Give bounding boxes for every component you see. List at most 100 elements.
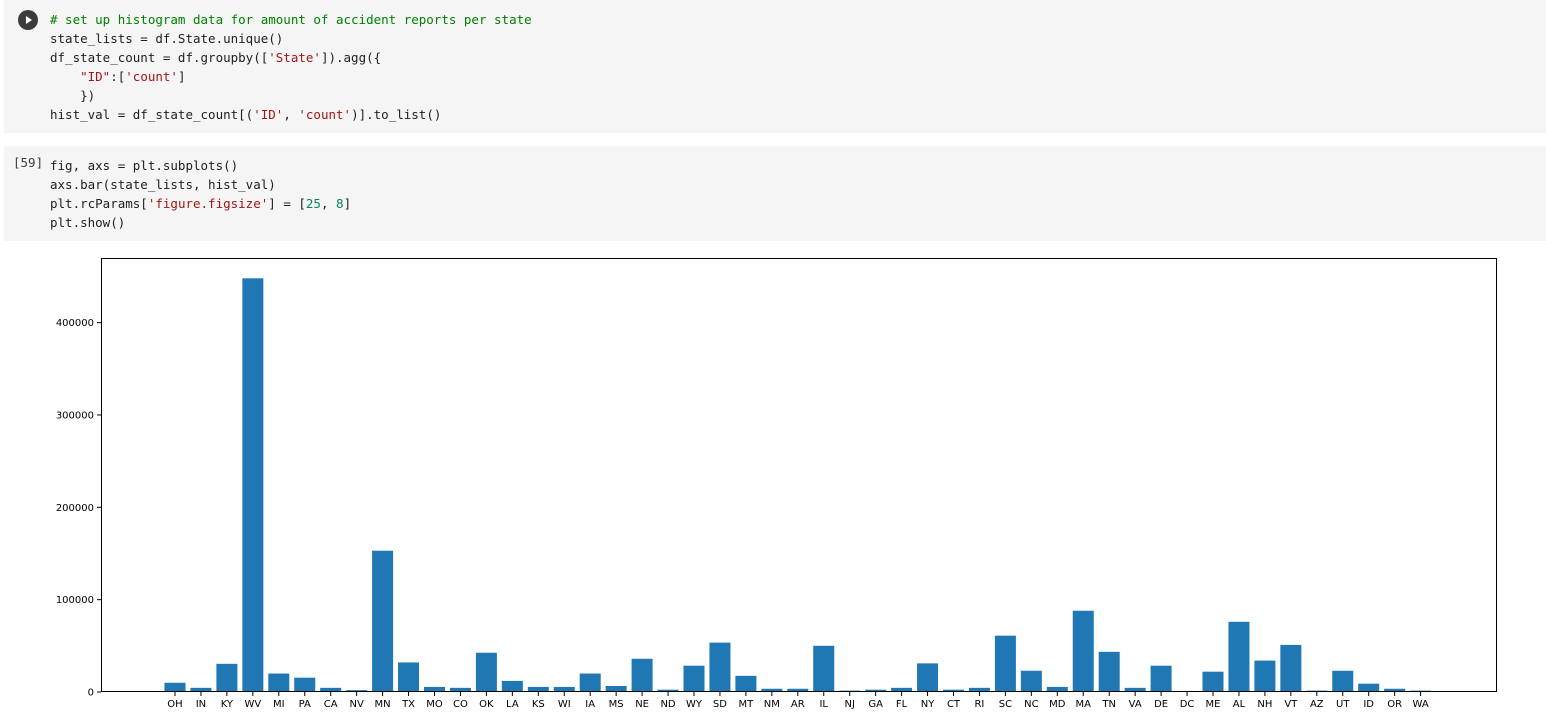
code-token: 'figure.figsize': [147, 196, 269, 211]
x-tick-label: LA: [506, 699, 519, 710]
bar-ut: [1332, 670, 1354, 692]
code-token: }): [50, 88, 96, 103]
cell-output: 0 100000 200000 300000 400000 OH IN KY WV MI PA CA…: [0, 246, 1546, 721]
code-line: plt.rcParams['figure.figsize'] = [25, 8]: [50, 194, 351, 213]
bar-de: [1150, 665, 1172, 692]
x-tick-label: VT: [1284, 699, 1298, 710]
x-tick-label: SD: [713, 699, 727, 710]
bar-al: [1228, 621, 1250, 692]
bar-sc: [994, 635, 1016, 692]
code-line: axs.bar(state_lists, hist_val): [50, 175, 351, 194]
x-tick-label: CO: [453, 699, 468, 710]
x-tick-label: IA: [585, 699, 595, 710]
y-tick-label: 0: [88, 688, 94, 699]
x-tick-label: MS: [609, 699, 624, 710]
code-token: ,: [283, 107, 299, 122]
bar-ma: [1072, 610, 1094, 692]
x-tick-label: WA: [1413, 699, 1429, 710]
bar-ri: [968, 687, 990, 692]
bar-ok: [475, 652, 497, 692]
y-tick-label: 300000: [56, 410, 94, 421]
x-tick-label: NH: [1257, 699, 1272, 710]
bar-mt: [735, 675, 757, 692]
bar-il: [813, 645, 835, 692]
bar-pa: [294, 677, 316, 692]
bar-ar: [787, 688, 809, 692]
code-line: fig, axs = plt.subplots(): [50, 156, 351, 175]
code-editor[interactable]: fig, axs = plt.subplots() axs.bar(state_l…: [50, 156, 351, 232]
bar-ms: [605, 685, 627, 692]
y-tick-label: 400000: [56, 318, 94, 329]
x-tick-label: AL: [1233, 699, 1246, 710]
x-tick-label: OH: [167, 699, 182, 710]
code-line: plt.show(): [50, 213, 351, 232]
x-tick-label: MA: [1076, 699, 1092, 710]
code-token: )].to_list(): [351, 107, 442, 122]
x-tick-label: NV: [349, 699, 363, 710]
bar-ne: [631, 658, 653, 692]
x-tick-label: MI: [273, 699, 285, 710]
code-cell-histogram-setup[interactable]: # set up histogram data for amount of ac…: [4, 0, 1546, 133]
y-tick-label: 100000: [56, 595, 94, 606]
bar-tx: [398, 662, 420, 692]
x-tick-label: GA: [868, 699, 883, 710]
code-token: 25: [305, 196, 321, 211]
x-tick-label: CT: [947, 699, 961, 710]
bar-id: [1358, 683, 1380, 692]
x-tick-label: NY: [921, 699, 935, 710]
bar-vt: [1280, 644, 1302, 692]
x-tick-label: UT: [1336, 699, 1350, 710]
x-tick-label: NM: [764, 699, 780, 710]
code-token: "ID": [80, 69, 111, 84]
code-token: [50, 69, 80, 84]
x-tick-label: ME: [1206, 699, 1221, 710]
code-line: }): [50, 86, 532, 105]
x-tick-label: TX: [401, 699, 415, 710]
y-tick-label: 200000: [56, 503, 94, 514]
x-tick-label: SC: [999, 699, 1012, 710]
code-token: :[: [110, 69, 126, 84]
code-token: ]: [177, 69, 186, 84]
code-token: 'count': [298, 107, 352, 122]
x-tick-label: NJ: [844, 699, 854, 710]
x-tick-label: WI: [558, 699, 571, 710]
x-tick-label: NC: [1024, 699, 1038, 710]
y-axis: 0 100000 200000 300000 400000: [56, 318, 101, 699]
code-token: ,: [320, 196, 337, 211]
code-cell-plot[interactable]: [59] fig, axs = plt.subplots() axs.bar(st…: [4, 146, 1546, 241]
bar-fl: [891, 687, 913, 692]
x-tick-label: IL: [819, 699, 828, 710]
code-token: 'State': [268, 50, 321, 65]
code-token: 8: [336, 196, 344, 211]
x-tick-label: NE: [635, 699, 649, 710]
code-token: state_lists = df.State.unique(): [50, 31, 284, 46]
x-tick-label: KY: [221, 699, 234, 710]
bar-nh: [1254, 660, 1276, 692]
code-editor[interactable]: # set up histogram data for amount of ac…: [50, 10, 532, 124]
code-token: # set up histogram data for amount of ac…: [50, 12, 532, 27]
x-tick-label: CA: [324, 699, 338, 710]
bar-mo: [424, 686, 445, 692]
x-tick-label: TN: [1101, 699, 1116, 710]
bar-ky: [216, 663, 238, 692]
bar-wy: [683, 665, 705, 692]
bar-sd: [709, 642, 731, 692]
execution-count: [59]: [13, 155, 44, 170]
bar-ca: [320, 687, 342, 692]
bars: [164, 278, 1432, 692]
bar-oh: [164, 682, 186, 692]
bar-or: [1384, 688, 1406, 692]
x-tick-label: DE: [1154, 699, 1168, 710]
code-token: ]: [343, 196, 352, 211]
code-token: hist_val = df_state_count[(: [50, 107, 254, 122]
code-token: plt.show(): [50, 215, 126, 230]
bar-ks: [527, 686, 549, 692]
x-tick-label: DC: [1180, 699, 1195, 710]
x-tick-label: RI: [974, 699, 984, 710]
x-tick-label: KS: [532, 699, 545, 710]
x-tick-label: FL: [896, 699, 908, 710]
x-tick-label: WV: [244, 699, 261, 710]
x-tick-label: IN: [196, 699, 206, 710]
bar-nc: [1020, 670, 1042, 692]
run-cell-button[interactable]: [18, 10, 38, 30]
